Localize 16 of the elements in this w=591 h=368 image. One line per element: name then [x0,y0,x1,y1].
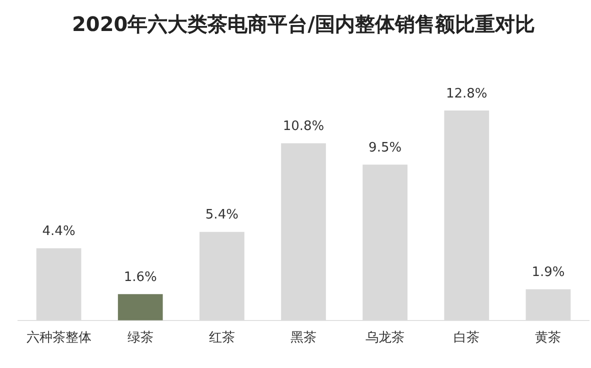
x-tick-label: 乌龙茶 [366,330,405,346]
x-tick-label: 红茶 [208,330,235,346]
x-tick-label: 白茶 [454,330,480,346]
data-label: 5.4% [205,208,238,223]
data-label: 4.4% [42,224,76,240]
data-label: 1.9% [532,265,565,280]
data-label: 1.6% [124,270,157,286]
data-label: 9.5% [368,140,402,156]
x-tick-label: 六种茶整体 [26,330,92,346]
x-tick-label: 绿茶 [127,330,154,346]
bar [118,294,163,320]
x-tick-label: 黄茶 [535,330,562,346]
data-label: 12.8% [446,86,488,102]
x-tick-label: 黑茶 [290,330,316,346]
chart-title: 2020年六大类茶电商平台/国内整体销售额比重对比 [72,12,535,36]
data-label: 10.8% [282,119,324,134]
